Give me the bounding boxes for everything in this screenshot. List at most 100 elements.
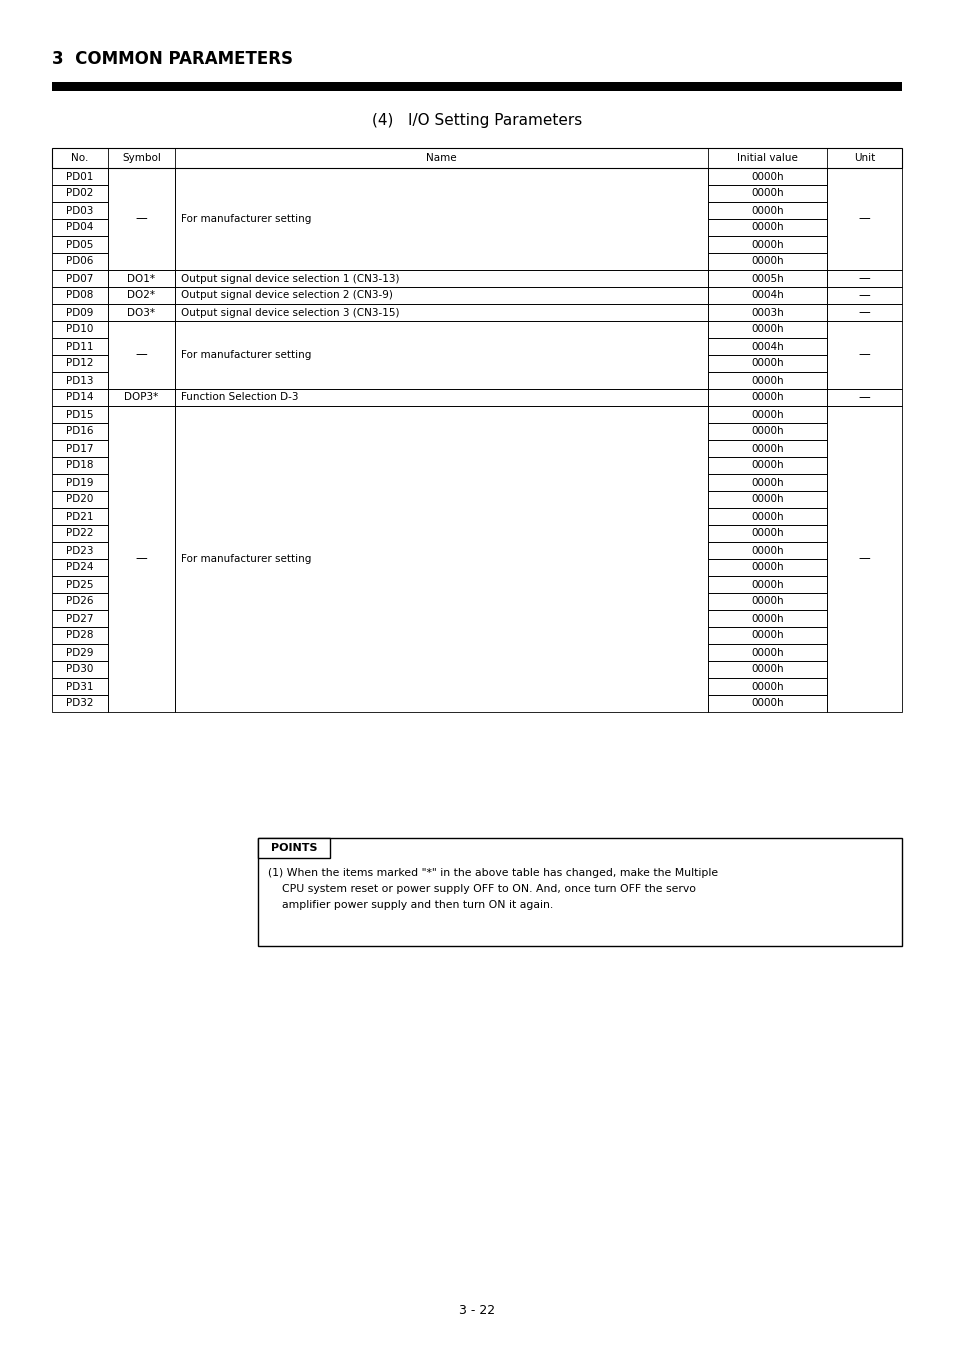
Bar	[52, 508, 108, 525]
Text: 0000h: 0000h	[750, 563, 783, 572]
Bar	[52, 593, 108, 610]
Text: CPU system reset or power supply OFF to ON. And, once turn OFF the servo: CPU system reset or power supply OFF to …	[268, 884, 696, 894]
Bar	[257, 838, 330, 859]
Text: PD15: PD15	[66, 409, 93, 420]
Bar	[52, 406, 108, 423]
Bar	[52, 355, 108, 373]
Bar	[52, 373, 108, 389]
Text: 0000h: 0000h	[750, 256, 783, 266]
Text: 0004h: 0004h	[750, 342, 783, 351]
Bar	[52, 644, 108, 662]
Text: 3 - 22: 3 - 22	[458, 1304, 495, 1316]
Text: PD26: PD26	[66, 597, 93, 606]
Bar	[174, 389, 707, 406]
Text: —: —	[858, 348, 869, 362]
Bar	[707, 219, 826, 236]
Text: Output signal device selection 2 (CN3-9): Output signal device selection 2 (CN3-9)	[181, 290, 393, 301]
Bar	[52, 525, 108, 541]
Text: Output signal device selection 3 (CN3-15): Output signal device selection 3 (CN3-15…	[181, 308, 399, 317]
Bar	[52, 626, 108, 644]
Bar	[52, 338, 108, 355]
Bar	[707, 678, 826, 695]
Text: PD14: PD14	[66, 393, 93, 402]
Text: PD24: PD24	[66, 563, 93, 572]
Bar	[52, 678, 108, 695]
Bar	[52, 576, 108, 593]
Bar	[174, 270, 707, 288]
Bar	[707, 593, 826, 610]
Text: 0000h: 0000h	[750, 512, 783, 521]
Text: —: —	[858, 271, 869, 285]
Text: (4)   I/O Setting Parameters: (4) I/O Setting Parameters	[372, 113, 581, 128]
Text: 0000h: 0000h	[750, 409, 783, 420]
Bar	[52, 474, 108, 491]
Text: PD16: PD16	[66, 427, 93, 436]
Text: —: —	[858, 392, 869, 404]
Text: PD01: PD01	[67, 171, 93, 181]
Text: PD18: PD18	[66, 460, 93, 471]
Text: 0000h: 0000h	[750, 393, 783, 402]
Text: 0000h: 0000h	[750, 223, 783, 232]
Bar	[52, 236, 108, 252]
Text: —: —	[135, 552, 147, 566]
Bar	[174, 406, 707, 711]
Bar	[707, 644, 826, 662]
Text: Unit: Unit	[853, 153, 874, 163]
Bar	[707, 167, 826, 185]
Bar	[826, 270, 901, 288]
Text: POINTS: POINTS	[271, 842, 317, 853]
Text: PD08: PD08	[67, 290, 93, 301]
Text: 0003h: 0003h	[750, 308, 783, 317]
Bar	[707, 576, 826, 593]
Text: PD20: PD20	[67, 494, 93, 505]
Text: PD03: PD03	[67, 205, 93, 216]
Text: DO3*: DO3*	[128, 308, 155, 317]
Bar	[826, 321, 901, 389]
Text: 0000h: 0000h	[750, 494, 783, 505]
Text: For manufacturer setting: For manufacturer setting	[181, 350, 311, 360]
Bar	[257, 838, 901, 946]
Bar	[52, 389, 108, 406]
Text: PD27: PD27	[66, 613, 93, 624]
Bar	[52, 321, 108, 338]
Text: PD31: PD31	[66, 682, 93, 691]
Text: —: —	[858, 306, 869, 319]
Text: amplifier power supply and then turn ON it again.: amplifier power supply and then turn ON …	[268, 900, 553, 910]
Text: PD12: PD12	[66, 359, 93, 369]
Text: PD09: PD09	[67, 308, 93, 317]
Bar	[108, 304, 174, 321]
Bar	[707, 288, 826, 304]
Text: 0000h: 0000h	[750, 597, 783, 606]
Text: PD19: PD19	[66, 478, 93, 487]
Bar	[707, 236, 826, 252]
Bar	[826, 389, 901, 406]
Bar	[707, 695, 826, 711]
Text: 0000h: 0000h	[750, 460, 783, 471]
Text: PD13: PD13	[66, 375, 93, 386]
Text: Symbol: Symbol	[122, 153, 161, 163]
Bar	[52, 219, 108, 236]
Bar	[707, 525, 826, 541]
Text: 0000h: 0000h	[750, 698, 783, 709]
Bar	[174, 288, 707, 304]
Text: 0000h: 0000h	[750, 205, 783, 216]
Text: PD04: PD04	[67, 223, 93, 232]
Bar	[707, 440, 826, 458]
Bar	[707, 610, 826, 626]
Text: PD29: PD29	[66, 648, 93, 657]
Text: DO1*: DO1*	[128, 274, 155, 284]
Text: PD32: PD32	[66, 698, 93, 709]
Text: —: —	[135, 348, 147, 362]
Bar	[707, 373, 826, 389]
Bar	[707, 474, 826, 491]
Text: PD07: PD07	[67, 274, 93, 284]
Text: PD06: PD06	[67, 256, 93, 266]
Bar	[52, 541, 108, 559]
Bar	[52, 440, 108, 458]
Text: Output signal device selection 1 (CN3-13): Output signal device selection 1 (CN3-13…	[181, 274, 399, 284]
Text: 0000h: 0000h	[750, 664, 783, 675]
Bar	[52, 491, 108, 508]
Text: 0000h: 0000h	[750, 189, 783, 198]
Bar	[52, 288, 108, 304]
Text: PD22: PD22	[66, 528, 93, 539]
